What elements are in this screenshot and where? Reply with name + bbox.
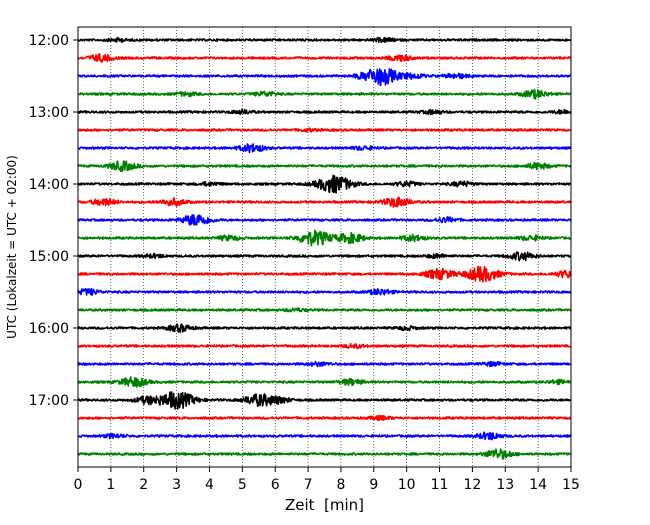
y-tick-label: 15:00 — [29, 249, 69, 265]
trace-1515 — [77, 265, 572, 283]
trace-1200 — [77, 36, 572, 44]
trace-1300 — [77, 108, 572, 116]
x-tick-label: 0 — [74, 477, 83, 493]
x-tick-label: 11 — [431, 477, 449, 493]
y-tick-label: 13:00 — [29, 105, 69, 121]
trace-1745 — [77, 448, 572, 460]
x-tick-label: 1 — [106, 477, 115, 493]
x-tick-label: 14 — [529, 477, 547, 493]
trace-1530 — [77, 287, 572, 297]
x-tick-label: 6 — [271, 477, 280, 493]
traces — [77, 36, 572, 460]
x-tick-label: 5 — [238, 477, 247, 493]
x-tick-label: 8 — [336, 477, 345, 493]
x-tick-label: 9 — [369, 477, 378, 493]
trace-1315 — [77, 127, 572, 133]
trace-1400 — [77, 174, 572, 194]
trace-1730 — [77, 431, 572, 441]
x-tick-label: 2 — [139, 477, 148, 493]
trace-1700 — [77, 391, 572, 410]
grid-lines — [110, 27, 539, 467]
x-tick-label: 7 — [304, 477, 313, 493]
trace-1330 — [77, 143, 572, 154]
x-tick-label: 10 — [398, 477, 416, 493]
trace-1645 — [77, 376, 572, 388]
y-tick-label: 16:00 — [29, 321, 69, 337]
x-tick-label: 12 — [463, 477, 481, 493]
trace-1545 — [77, 307, 572, 313]
x-tick-label: 3 — [172, 477, 181, 493]
trace-1500 — [77, 251, 572, 262]
trace-1245 — [77, 88, 572, 100]
y-axis-ticks: 12:00 13:00 14:00 15:00 16:00 17:00 — [29, 33, 78, 409]
trace-1415 — [77, 196, 572, 208]
trace-1600 — [77, 323, 572, 333]
x-axis-ticks: 0 1 2 3 4 5 6 7 8 9 10 11 12 13 14 15 — [74, 467, 580, 493]
y-tick-label: 14:00 — [29, 177, 69, 193]
trace-1345 — [77, 160, 572, 173]
x-tick-label: 15 — [562, 477, 580, 493]
trace-1430 — [77, 214, 572, 226]
y-tick-label: 17:00 — [29, 393, 69, 409]
trace-1630 — [77, 360, 572, 368]
trace-1215 — [77, 53, 572, 63]
y-axis-label: UTC (Lokalzeit = UTC + 02:00) — [5, 155, 19, 339]
trace-1230 — [77, 68, 572, 87]
x-axis-label: Zeit [min] — [285, 496, 364, 514]
trace-1615 — [77, 342, 572, 350]
x-tick-label: 13 — [496, 477, 514, 493]
trace-1715 — [77, 414, 572, 422]
plot-frame — [77, 26, 572, 468]
x-tick-label: 4 — [205, 477, 214, 493]
y-tick-label: 12:00 — [29, 33, 69, 49]
trace-1445 — [77, 229, 572, 247]
